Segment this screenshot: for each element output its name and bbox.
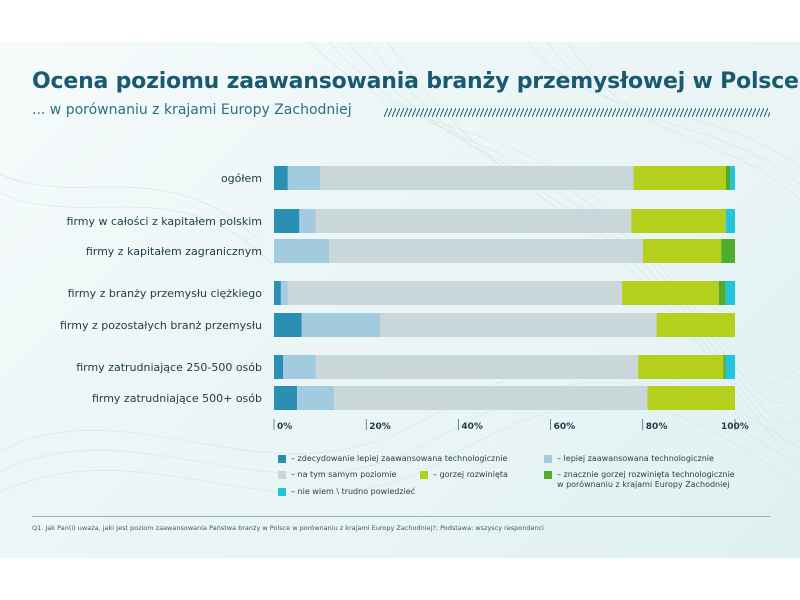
bar-segment xyxy=(725,209,735,233)
legend-swatch xyxy=(278,488,286,496)
bar-segment xyxy=(656,313,735,337)
bar-segment xyxy=(287,166,321,190)
x-tick-label: 100% xyxy=(721,422,749,432)
hatch-decoration xyxy=(384,108,770,117)
stacked-bar-chart: ogółem firmy w całości z kapitałem polski… xyxy=(60,166,749,432)
category-label: firmy zatrudniające 500+ osób xyxy=(92,392,262,405)
category-label: firmy z pozostałych branż przemysłu xyxy=(60,319,262,332)
legend-item: – znacznie gorzej rozwinięta technologic… xyxy=(544,470,735,490)
bar-segment xyxy=(283,355,316,379)
bar-segment xyxy=(725,281,735,305)
bar-segment xyxy=(638,355,724,379)
x-tick-label: 80% xyxy=(646,422,668,432)
bar-segment xyxy=(315,209,632,233)
legend-label: – na tym samym poziomie xyxy=(291,470,397,479)
bar-segment xyxy=(274,166,288,190)
bar-segment xyxy=(301,313,381,337)
legend-item: – lepiej zaawansowana technologicznie xyxy=(544,454,714,464)
bar-segment xyxy=(725,355,735,379)
bar-segment xyxy=(642,239,722,263)
bar-segment xyxy=(380,313,657,337)
legend-label: – lepiej zaawansowana technologicznie xyxy=(557,454,714,463)
bar-segment xyxy=(725,166,731,190)
bar-segment xyxy=(718,281,726,305)
page-subtitle: ... w porównaniu z krajami Europy Zachod… xyxy=(32,102,352,118)
bar-segment xyxy=(622,281,719,305)
legend-item: – na tym samym poziomie xyxy=(278,470,396,480)
chart-legend: – zdecydowanie lepiej zaawansowana techn… xyxy=(278,454,778,514)
bar-segment xyxy=(280,281,288,305)
page-title: Ocena poziomu zaawansowania branży przem… xyxy=(32,69,799,94)
x-tick-label: 20% xyxy=(369,422,391,432)
category-label: firmy z kapitałem zagranicznym xyxy=(86,245,262,258)
x-tick-label: 60% xyxy=(554,422,576,432)
bar-segment xyxy=(723,355,726,379)
bar-segment xyxy=(333,386,648,410)
bar-segment xyxy=(647,386,735,410)
legend-item: – zdecydowanie lepiej zaawansowana techn… xyxy=(278,454,507,464)
bar-segment xyxy=(315,355,639,379)
bar-segment xyxy=(320,166,634,190)
footnote: Q1. Jak Pan(i) uważa, jaki jest poziom z… xyxy=(32,524,544,532)
bar-segment xyxy=(297,386,334,410)
legend-label: – zdecydowanie lepiej zaawansowana techn… xyxy=(291,454,508,463)
bar-segment xyxy=(274,281,281,305)
category-label: ogółem xyxy=(221,172,262,185)
bar-segment xyxy=(274,313,302,337)
legend-swatch xyxy=(420,471,428,479)
legend-item: – nie wiem \ trudno powiedzieć xyxy=(278,487,415,497)
bar-segment xyxy=(274,355,284,379)
legend-label: – znacznie gorzej rozwinięta technologic… xyxy=(557,470,735,489)
legend-label: – nie wiem \ trudno powiedzieć xyxy=(291,487,416,496)
bar-segment xyxy=(721,239,735,263)
legend-swatch xyxy=(278,455,286,463)
footer-divider xyxy=(32,516,770,517)
legend-swatch xyxy=(544,471,552,479)
bar-segment xyxy=(287,281,623,305)
x-tick-label: 0% xyxy=(277,422,292,432)
x-tick-label: 40% xyxy=(461,422,483,432)
category-label: firmy zatrudniające 250-500 osób xyxy=(76,361,262,374)
bar-segment xyxy=(633,166,726,190)
bar-segment xyxy=(274,239,330,263)
bar-segment xyxy=(299,209,316,233)
category-label: firmy z branży przemysłu ciężkiego xyxy=(68,287,263,300)
legend-swatch xyxy=(278,471,286,479)
bar-segment xyxy=(274,386,298,410)
category-label: firmy w całości z kapitałem polskim xyxy=(67,215,262,228)
bar-segment xyxy=(631,209,726,233)
slide: Ocena poziomu zaawansowania branży przem… xyxy=(0,42,800,558)
bar-segment xyxy=(730,166,735,190)
bar-segment xyxy=(329,239,643,263)
legend-swatch xyxy=(544,455,552,463)
legend-label: – gorzej rozwinięta xyxy=(433,470,508,479)
legend-item: – gorzej rozwinięta xyxy=(420,470,508,480)
bar-segment xyxy=(274,209,300,233)
